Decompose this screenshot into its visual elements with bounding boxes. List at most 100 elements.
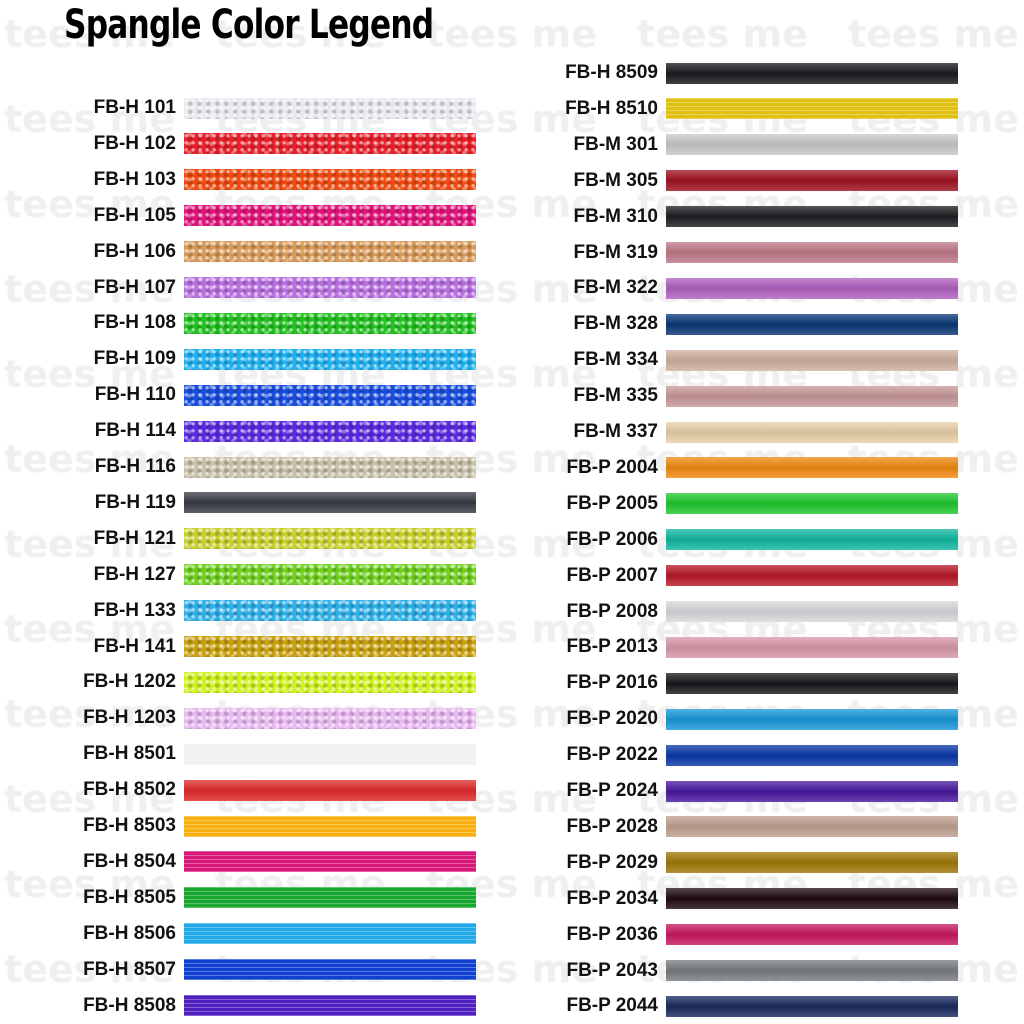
color-code-label: FB-P 2043 xyxy=(566,959,658,981)
color-swatch xyxy=(666,744,958,766)
legend-item: FB-P 2016 xyxy=(490,672,958,694)
color-code-label: FB-P 2044 xyxy=(566,995,658,1017)
legend-item: FB-H 8505 xyxy=(0,887,476,909)
color-code-label: FB-P 2029 xyxy=(566,851,658,873)
legend-item: FB-P 2036 xyxy=(490,924,958,946)
color-code-label: FB-H 8510 xyxy=(565,97,658,119)
legend-item: FB-H 1203 xyxy=(0,707,476,729)
color-code-label: FB-M 335 xyxy=(573,385,658,407)
legend-item: FB-P 2034 xyxy=(490,888,958,910)
color-swatch xyxy=(666,852,958,874)
legend-item: FB-H 108 xyxy=(0,312,476,334)
color-swatch xyxy=(184,887,476,909)
color-code-label: FB-H 107 xyxy=(93,276,176,298)
color-swatch xyxy=(666,206,958,228)
color-code-label: FB-P 2028 xyxy=(566,815,658,837)
legend-item: FB-H 8509 xyxy=(490,62,958,84)
color-code-label: FB-H 8502 xyxy=(83,779,176,801)
color-code-label: FB-H 8504 xyxy=(83,850,176,872)
color-swatch xyxy=(666,601,958,622)
color-code-label: FB-H 1202 xyxy=(83,671,176,693)
legend-item: FB-P 2043 xyxy=(490,960,958,982)
legend-item: FB-H 127 xyxy=(0,564,476,586)
color-code-label: FB-H 103 xyxy=(93,168,176,190)
color-swatch xyxy=(666,708,958,730)
legend-item: FB-P 2008 xyxy=(490,601,958,623)
legend-item: FB-H 141 xyxy=(0,636,476,658)
legend-item: FB-H 109 xyxy=(0,348,476,370)
color-swatch xyxy=(666,170,958,192)
color-code-label: FB-H 101 xyxy=(93,97,176,118)
legend-item: FB-P 2005 xyxy=(490,493,958,515)
legend-item: FB-M 334 xyxy=(490,349,958,371)
color-code-label: FB-P 2016 xyxy=(566,672,658,694)
legend-item: FB-H 8504 xyxy=(0,851,476,873)
color-code-label: FB-H 1203 xyxy=(83,707,176,729)
legend-item: FB-H 121 xyxy=(0,528,476,550)
color-swatch xyxy=(184,600,476,622)
color-code-label: FB-P 2022 xyxy=(566,744,658,766)
color-code-label: FB-P 2007 xyxy=(566,564,658,586)
color-swatch xyxy=(184,348,476,370)
color-code-label: FB-H 102 xyxy=(93,132,176,154)
color-code-label: FB-H 105 xyxy=(93,204,176,226)
color-code-label: FB-H 114 xyxy=(94,420,176,442)
color-swatch xyxy=(666,636,958,658)
color-code-label: FB-H 109 xyxy=(93,348,176,370)
color-swatch xyxy=(184,707,476,729)
color-swatch xyxy=(184,384,476,406)
color-code-label: FB-H 121 xyxy=(93,527,176,549)
legend-item: FB-H 107 xyxy=(0,277,476,299)
legend-item: FB-M 305 xyxy=(490,170,958,192)
color-swatch xyxy=(184,277,476,298)
color-code-label: FB-H 8508 xyxy=(83,994,176,1016)
color-code-label: FB-P 2006 xyxy=(566,528,658,550)
legend-item: FB-M 319 xyxy=(490,242,958,264)
legend-item: FB-H 105 xyxy=(0,205,476,227)
color-code-label: FB-P 2005 xyxy=(566,492,658,514)
color-code-label: FB-M 305 xyxy=(573,169,658,191)
color-swatch xyxy=(666,277,958,299)
legend-item: FB-P 2013 xyxy=(490,636,958,658)
color-code-label: FB-P 2024 xyxy=(566,780,658,801)
legend-item: FB-P 2007 xyxy=(490,565,958,587)
legend-item: FB-P 2028 xyxy=(490,816,958,838)
color-code-label: FB-P 2036 xyxy=(566,923,658,945)
color-code-label: FB-M 328 xyxy=(573,313,658,335)
color-swatch xyxy=(184,492,476,514)
legend-item: FB-H 116 xyxy=(0,456,476,478)
color-code-label: FB-H 127 xyxy=(93,563,176,585)
color-swatch xyxy=(666,349,958,371)
color-swatch xyxy=(184,923,476,945)
color-swatch xyxy=(666,98,958,120)
color-code-label: FB-H 106 xyxy=(93,240,176,262)
color-swatch xyxy=(184,779,476,801)
legend-item: FB-H 119 xyxy=(0,492,476,514)
legend-item: FB-M 335 xyxy=(490,385,958,407)
color-code-label: FB-H 141 xyxy=(93,635,176,657)
legend-item: FB-H 1202 xyxy=(0,671,476,693)
color-code-label: FB-P 2020 xyxy=(566,708,658,730)
color-code-label: FB-H 8503 xyxy=(83,815,176,836)
color-code-label: FB-M 322 xyxy=(573,277,658,299)
color-swatch xyxy=(666,672,958,694)
legend-item: FB-P 2006 xyxy=(490,529,958,551)
color-swatch xyxy=(666,529,958,551)
color-code-label: FB-H 8506 xyxy=(83,922,176,944)
color-code-label: FB-P 2034 xyxy=(566,887,658,909)
legend-item: FB-H 106 xyxy=(0,241,476,263)
color-swatch xyxy=(666,924,958,946)
color-swatch xyxy=(666,62,958,84)
legend-item: FB-H 8506 xyxy=(0,923,476,945)
legend-item: FB-P 2020 xyxy=(490,708,958,730)
color-swatch xyxy=(184,959,476,981)
color-code-label: FB-H 133 xyxy=(93,599,176,621)
legend-item: FB-P 2022 xyxy=(490,744,958,766)
legend-item: FB-M 310 xyxy=(490,206,958,228)
color-swatch xyxy=(666,565,958,587)
color-code-label: FB-H 110 xyxy=(94,384,176,406)
color-code-label: FB-H 8501 xyxy=(83,743,176,765)
color-swatch xyxy=(184,169,476,191)
color-swatch xyxy=(184,312,476,334)
legend-item: FB-M 322 xyxy=(490,277,958,299)
